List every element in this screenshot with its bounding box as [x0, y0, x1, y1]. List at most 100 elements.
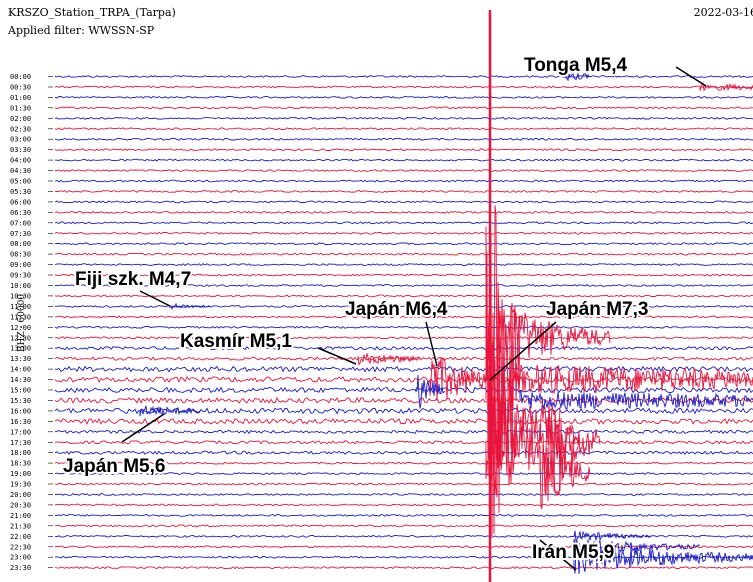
tick-label-0230: 02:30	[10, 125, 31, 133]
trace-1430	[54, 375, 753, 384]
trace-0930	[54, 273, 753, 277]
trace-1200	[54, 325, 753, 329]
tick-label-0700: 07:00	[10, 219, 31, 227]
trace-2000	[54, 493, 753, 496]
event-iran-c	[573, 530, 651, 543]
tick-label-2000: 20:00	[10, 491, 31, 499]
tick-label-2100: 21:00	[10, 512, 31, 520]
tick-label-0830: 08:30	[10, 251, 31, 259]
tick-label-1330: 13:30	[10, 355, 31, 363]
trace-0530	[54, 190, 753, 193]
annotation-leader-line	[121, 413, 165, 443]
tick-label-0300: 03:00	[10, 136, 31, 144]
trace-0200	[54, 116, 753, 120]
event-japan-m64-b	[415, 375, 446, 409]
tick-label-0600: 06:00	[10, 198, 31, 206]
tick-label-0030: 00:30	[10, 84, 31, 92]
y-axis-label: BHZ - 60000	[17, 293, 27, 353]
trace-0430	[55, 169, 753, 172]
seismic-traces	[54, 75, 753, 570]
trace-1600	[54, 407, 753, 415]
tick-label-1130: 11:30	[10, 313, 31, 321]
annotation-jap-n-m5-6: Japán M5,6	[61, 413, 167, 479]
trace-1330	[54, 356, 753, 361]
event-coda-3	[519, 390, 753, 410]
tick-label-2230: 22:30	[10, 543, 31, 551]
annotation-leader-line	[675, 66, 707, 87]
event-tonga	[699, 82, 753, 92]
filter-label: Applied filter: WWSSN-SP	[8, 24, 155, 37]
trace-0300	[54, 137, 753, 141]
tick-label-1430: 14:30	[10, 376, 31, 384]
tick-label-2130: 21:30	[10, 522, 31, 530]
event-late-2	[544, 409, 580, 502]
event-japan-m56	[139, 405, 201, 417]
trace-0830	[54, 252, 753, 256]
tick-label-1200: 12:00	[10, 324, 31, 332]
trace-1230	[54, 336, 753, 340]
tick-label-0730: 07:30	[10, 230, 31, 238]
annotation-leader-line	[539, 539, 577, 571]
annotation-leader-line	[489, 321, 557, 381]
event-tonga-b	[564, 71, 591, 82]
annotation-fiji-szk-m4-7: Fiji szk. M4,7	[73, 267, 193, 307]
tick-label-0130: 01:30	[10, 104, 31, 112]
tick-label-0400: 04:00	[10, 157, 31, 165]
annotation-label: Japán M5,6	[63, 456, 165, 477]
tick-label-1100: 11:00	[10, 303, 31, 311]
event-japan-m64	[429, 357, 521, 401]
trace-0900	[54, 263, 753, 267]
tick-label-1500: 15:00	[10, 387, 31, 395]
tick-label-0430: 04:30	[10, 167, 31, 175]
annotation-leader-line	[139, 290, 171, 307]
trace-0800	[54, 242, 753, 246]
tick-label-1030: 10:30	[10, 292, 31, 300]
trace-0400	[54, 158, 753, 162]
annotation-jap-n-m6-4: Japán M6,4	[343, 297, 450, 367]
tick-label-1900: 19:00	[10, 470, 31, 478]
tick-label-0330: 03:30	[10, 146, 31, 154]
tick-label-1630: 16:30	[10, 418, 31, 426]
tick-label-0530: 05:30	[10, 188, 31, 196]
event-coda-1	[499, 299, 611, 370]
trace-0730	[54, 231, 753, 235]
annotation-label: Japán M7,3	[546, 299, 648, 320]
annotation-jap-n-m7-3: Japán M7,3	[489, 297, 650, 381]
tick-label-0800: 08:00	[10, 240, 31, 248]
trace-1830	[54, 461, 753, 465]
tick-label-1830: 18:30	[10, 460, 31, 468]
trace-1530	[54, 396, 753, 404]
trace-1400	[54, 365, 753, 373]
annotation-tonga-m5-4: Tonga M5,4	[522, 53, 707, 87]
trace-0600	[54, 200, 753, 204]
annotation-label: Tonga M5,4	[524, 55, 628, 76]
annotation-label: Irán M5,9	[532, 542, 614, 563]
annotation-leader-line	[317, 347, 357, 365]
trace-0000	[54, 75, 753, 78]
tick-label-1800: 18:00	[10, 449, 31, 457]
tick-label-1300: 13:00	[10, 345, 31, 353]
trace-0100	[54, 95, 753, 99]
tick-label-1600: 16:00	[10, 407, 31, 415]
tick-label-0900: 09:00	[10, 261, 31, 269]
station-name: KRSZO_Station_TRPA_(Tarpa)	[8, 6, 176, 19]
trace-1000	[54, 284, 753, 287]
trace-1800	[54, 450, 753, 455]
annotation-ir-n-m5-9: Irán M5,9	[530, 539, 616, 571]
event-signals	[139, 71, 753, 575]
trace-0500	[54, 179, 753, 183]
trace-2300	[54, 555, 753, 559]
tick-label-2200: 22:00	[10, 533, 31, 541]
trace-2030	[54, 503, 753, 507]
trace-0230	[54, 127, 753, 131]
annotation-label: Kasmír M5,1	[180, 331, 292, 352]
trace-0030	[54, 85, 753, 89]
trace-0700	[54, 221, 753, 225]
time-tick-labels: 00:00 00:30 01:00 01:30 02:00 02:30 03:00 03:30…	[10, 73, 53, 572]
trace-0630	[54, 210, 753, 214]
trace-2100	[55, 514, 753, 517]
tick-label-2300: 23:00	[10, 554, 31, 562]
trace-0130	[54, 106, 753, 110]
trace-0330	[54, 148, 753, 152]
